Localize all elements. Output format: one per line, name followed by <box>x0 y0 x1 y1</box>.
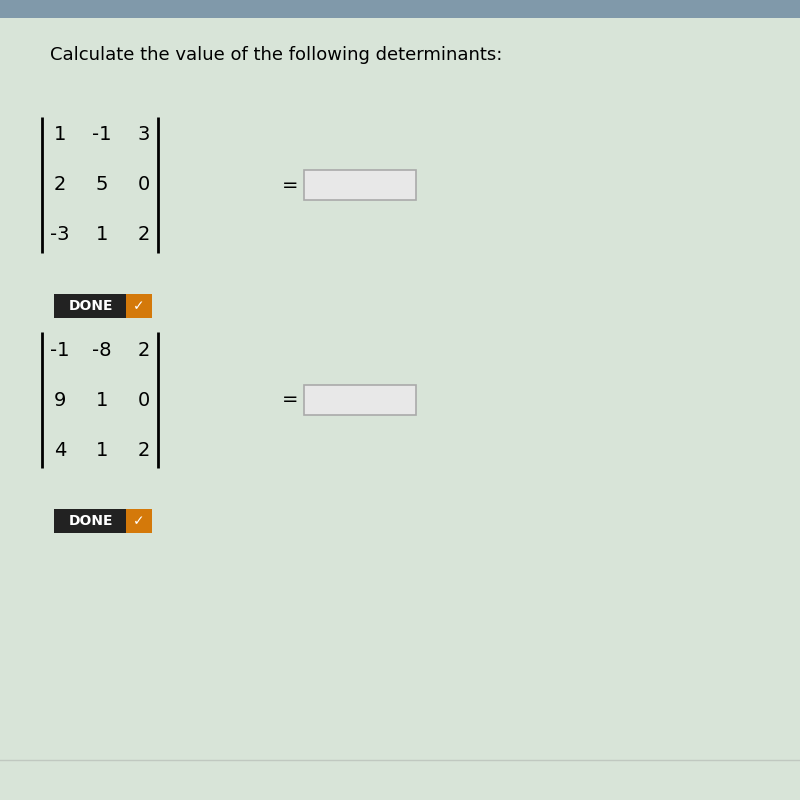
FancyBboxPatch shape <box>304 385 416 415</box>
Text: DONE: DONE <box>69 514 114 528</box>
Text: -3: -3 <box>50 226 70 245</box>
FancyBboxPatch shape <box>54 294 128 318</box>
Text: 3: 3 <box>138 126 150 145</box>
Text: ✓: ✓ <box>133 299 145 313</box>
FancyBboxPatch shape <box>0 0 800 18</box>
Text: DONE: DONE <box>69 299 114 313</box>
Text: 1: 1 <box>96 441 108 459</box>
Text: 1: 1 <box>54 126 66 145</box>
Text: =: = <box>282 390 298 410</box>
FancyBboxPatch shape <box>54 509 128 533</box>
FancyBboxPatch shape <box>304 170 416 200</box>
Text: -8: -8 <box>92 341 112 359</box>
Text: 5: 5 <box>96 175 108 194</box>
Text: 1: 1 <box>96 226 108 245</box>
Text: -1: -1 <box>92 126 112 145</box>
Text: =: = <box>282 175 298 194</box>
Text: ✓: ✓ <box>133 514 145 528</box>
Text: 0: 0 <box>138 175 150 194</box>
Text: -1: -1 <box>50 341 70 359</box>
FancyBboxPatch shape <box>126 294 152 318</box>
Text: 9: 9 <box>54 390 66 410</box>
Text: 2: 2 <box>138 341 150 359</box>
FancyBboxPatch shape <box>126 509 152 533</box>
Text: 1: 1 <box>96 390 108 410</box>
Text: 2: 2 <box>138 226 150 245</box>
Text: Calculate the value of the following determinants:: Calculate the value of the following det… <box>50 46 502 64</box>
Text: 2: 2 <box>138 441 150 459</box>
Text: 0: 0 <box>138 390 150 410</box>
Text: 4: 4 <box>54 441 66 459</box>
Text: 2: 2 <box>54 175 66 194</box>
